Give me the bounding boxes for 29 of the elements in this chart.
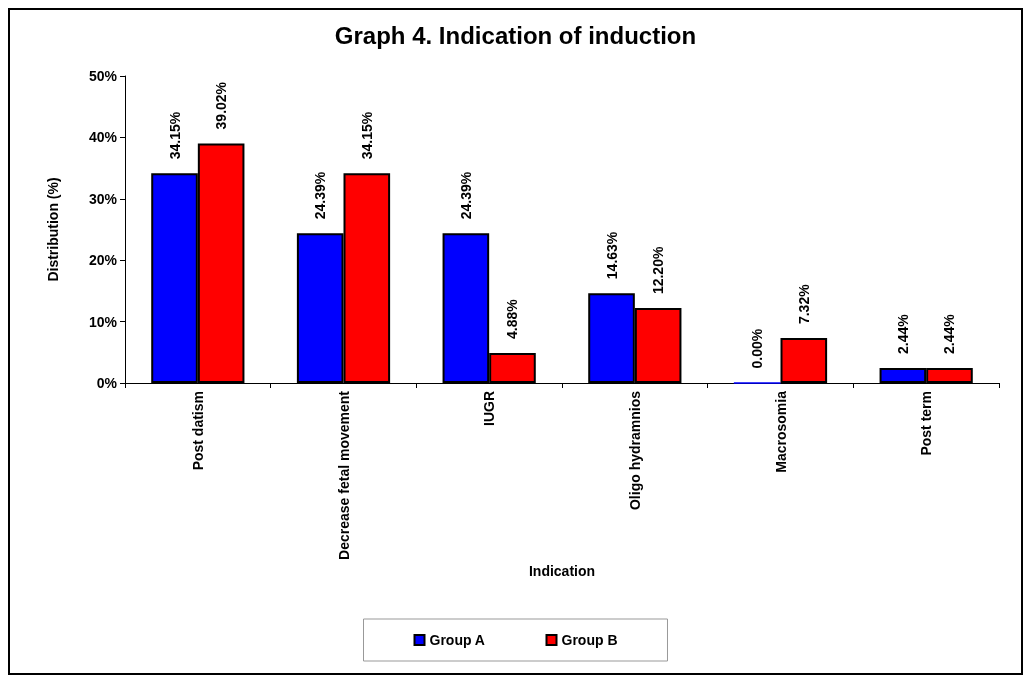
data-label: 2.44% xyxy=(941,313,958,355)
data-label: 2.44% xyxy=(894,313,911,355)
y-tick-label: 0% xyxy=(96,375,118,391)
data-label: 0.00% xyxy=(749,328,766,369)
x-tick-label: Post datism xyxy=(189,391,206,471)
x-tick-label: Macrosomia xyxy=(772,390,789,473)
data-label: 34.15% xyxy=(358,111,375,160)
y-tick-label: 30% xyxy=(88,190,118,207)
y-tick-label: 40% xyxy=(88,129,118,146)
data-label: 39.02% xyxy=(213,81,230,130)
chart-title: Graph 4. Indication of induction xyxy=(334,21,697,49)
x-tick-label: Decrease fetal movement xyxy=(335,390,352,560)
y-tick-label: 20% xyxy=(88,252,118,269)
data-label: 24.39% xyxy=(312,171,329,220)
data-label: 34.15% xyxy=(166,111,183,160)
data-label: 12.20% xyxy=(650,246,667,295)
x-tick-label: IUGR xyxy=(481,391,498,426)
y-tick-label: 50% xyxy=(88,68,118,84)
data-label: 4.88% xyxy=(504,298,521,340)
x-axis-title: Indication xyxy=(528,562,596,579)
data-label: 24.39% xyxy=(457,171,474,220)
x-tick-label: Oligo hydramnios xyxy=(626,390,643,511)
y-tick-label: 10% xyxy=(88,313,118,330)
x-tick-label: Post term xyxy=(918,391,935,456)
legend-label: Group A xyxy=(429,632,485,648)
data-label: 14.63% xyxy=(603,231,620,280)
legend-label: Group B xyxy=(561,632,618,648)
data-label: 7.32% xyxy=(795,283,812,325)
y-axis-title: Distribution (%) xyxy=(45,177,61,282)
